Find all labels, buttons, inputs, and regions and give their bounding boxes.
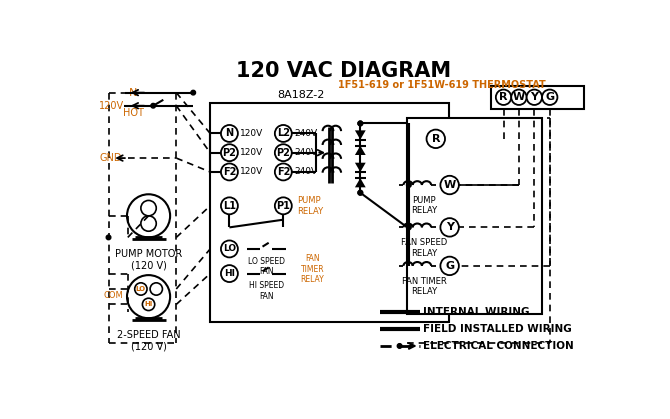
Text: L2: L2 <box>277 129 290 138</box>
Text: HI: HI <box>145 301 153 308</box>
Circle shape <box>427 129 445 148</box>
Text: INTERNAL WIRING: INTERNAL WIRING <box>423 307 530 317</box>
Text: G: G <box>545 92 554 102</box>
Text: FAN TIMER
RELAY: FAN TIMER RELAY <box>402 277 447 296</box>
Circle shape <box>275 125 292 142</box>
Text: R: R <box>499 92 508 102</box>
FancyBboxPatch shape <box>210 103 449 322</box>
Text: LO: LO <box>223 244 236 253</box>
Circle shape <box>358 121 362 126</box>
Circle shape <box>221 197 238 214</box>
Text: R: R <box>431 134 440 144</box>
Text: 120V: 120V <box>240 148 263 157</box>
Text: 120 VAC DIAGRAM: 120 VAC DIAGRAM <box>236 61 451 81</box>
Circle shape <box>358 190 362 195</box>
Circle shape <box>191 91 196 95</box>
Circle shape <box>440 218 459 237</box>
Text: N: N <box>225 129 233 138</box>
Circle shape <box>527 90 542 105</box>
Text: 120V: 120V <box>99 101 125 111</box>
Circle shape <box>440 176 459 194</box>
Text: N: N <box>129 88 137 98</box>
Text: GND: GND <box>99 153 122 163</box>
Polygon shape <box>355 178 366 187</box>
Circle shape <box>275 144 292 161</box>
Text: G: G <box>445 261 454 271</box>
Text: F2: F2 <box>222 167 236 177</box>
Circle shape <box>221 144 238 161</box>
Text: L1: L1 <box>223 201 236 211</box>
Text: PUMP MOTOR
(120 V): PUMP MOTOR (120 V) <box>115 249 182 271</box>
Circle shape <box>107 235 111 240</box>
Circle shape <box>358 190 362 195</box>
Text: 240V: 240V <box>294 148 317 157</box>
Polygon shape <box>355 130 366 140</box>
Text: F2: F2 <box>277 167 290 177</box>
Circle shape <box>511 90 527 105</box>
Circle shape <box>440 257 459 275</box>
Text: PUMP
RELAY: PUMP RELAY <box>297 196 324 215</box>
Text: COM: COM <box>103 291 123 300</box>
Polygon shape <box>355 163 366 172</box>
Text: FAN SPEED
RELAY: FAN SPEED RELAY <box>401 238 448 258</box>
Text: HOT: HOT <box>123 109 143 119</box>
Text: Y: Y <box>446 222 454 233</box>
Text: 240V: 240V <box>294 168 317 176</box>
Circle shape <box>221 265 238 282</box>
Circle shape <box>275 163 292 181</box>
Text: Y: Y <box>531 92 538 102</box>
Text: W: W <box>513 92 525 102</box>
Text: LO SPEED
FAN: LO SPEED FAN <box>248 257 285 276</box>
Text: ELECTRICAL CONNECTION: ELECTRICAL CONNECTION <box>423 341 574 351</box>
Text: P2: P2 <box>222 147 237 158</box>
Text: 1F51-619 or 1F51W-619 THERMOSTAT: 1F51-619 or 1F51W-619 THERMOSTAT <box>338 80 546 90</box>
Circle shape <box>151 103 155 108</box>
Text: HI: HI <box>224 269 235 278</box>
Text: 120V: 120V <box>240 129 263 138</box>
Text: 2-SPEED FAN
(120 V): 2-SPEED FAN (120 V) <box>117 330 180 352</box>
Text: 240V: 240V <box>294 129 317 138</box>
Text: W: W <box>444 180 456 190</box>
Text: FAN
TIMER
RELAY: FAN TIMER RELAY <box>301 254 324 284</box>
FancyBboxPatch shape <box>491 86 584 109</box>
Circle shape <box>407 225 411 230</box>
Text: FIELD INSTALLED WIRING: FIELD INSTALLED WIRING <box>423 324 572 334</box>
Circle shape <box>358 121 362 126</box>
FancyBboxPatch shape <box>407 118 542 314</box>
Circle shape <box>221 163 238 181</box>
Circle shape <box>221 241 238 257</box>
Text: HI SPEED
FAN: HI SPEED FAN <box>249 281 284 301</box>
Text: 120V: 120V <box>240 168 263 176</box>
Text: P1: P1 <box>277 201 290 211</box>
Text: LO: LO <box>136 286 146 292</box>
Circle shape <box>221 125 238 142</box>
Polygon shape <box>355 146 366 155</box>
Text: 8A18Z-2: 8A18Z-2 <box>277 91 325 100</box>
Circle shape <box>496 90 511 105</box>
Text: PUMP
RELAY: PUMP RELAY <box>411 196 438 215</box>
Circle shape <box>542 90 557 105</box>
Circle shape <box>275 197 292 214</box>
Circle shape <box>407 183 411 187</box>
Text: P2: P2 <box>277 147 290 158</box>
Circle shape <box>397 344 402 348</box>
